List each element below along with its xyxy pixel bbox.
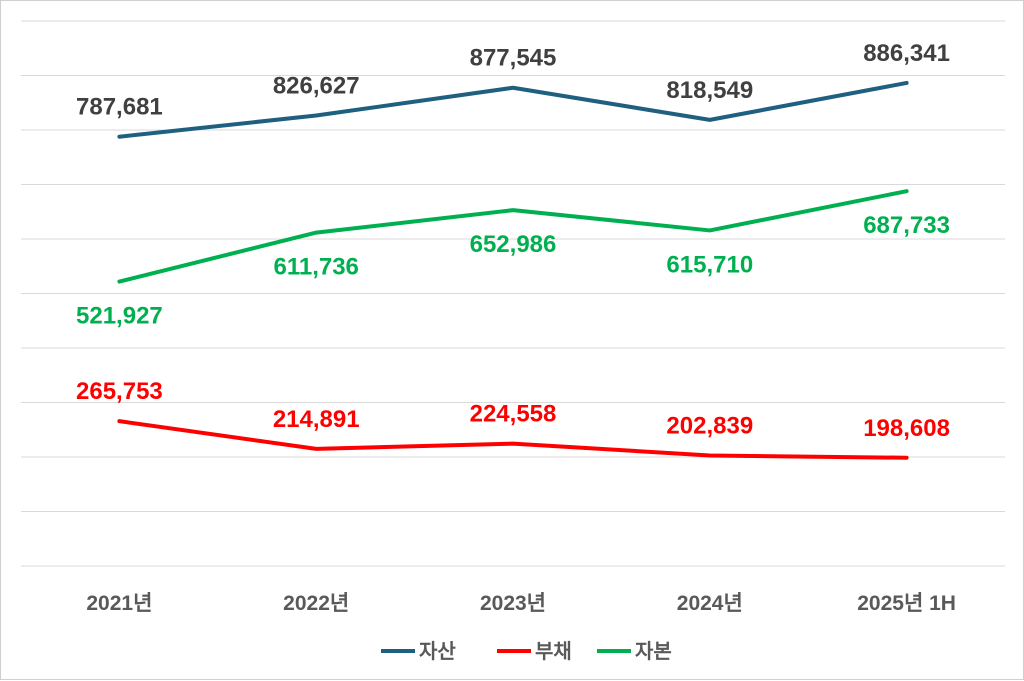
x-axis-ticks: 2021년 2022년 2023년 2024년 2025년 1H [86,592,956,615]
gridlines [21,20,1005,567]
series-line-1 [117,419,909,460]
series-lines [117,80,909,460]
x-tick-label: 2021년 [86,592,152,615]
data-label: 818,549 [666,77,753,104]
data-label: 687,733 [863,212,950,239]
data-label: 826,627 [273,72,360,99]
data-label: 652,986 [470,231,557,258]
data-label: 886,341 [863,40,950,67]
data-label: 265,753 [76,378,163,405]
legend: 자산 부채 자본 [381,640,672,663]
series-line-2 [117,189,909,284]
data-label: 615,710 [666,251,753,278]
x-tick-label: 2022년 [283,592,349,615]
data-label: 214,891 [273,406,360,433]
x-tick-label: 2024년 [677,592,743,615]
data-label: 877,545 [470,45,557,72]
data-label: 224,558 [470,401,557,428]
data-label: 521,927 [76,303,163,330]
series-line-0 [117,80,909,139]
data-label: 202,839 [666,412,753,439]
data-label: 787,681 [76,94,163,121]
x-tick-label: 2023년 [480,592,546,615]
legend-label: 부채 [535,640,572,663]
legend-label: 자산 [419,640,456,663]
legend-label: 자본 [635,640,672,663]
data-label: 198,608 [863,415,950,442]
data-labels: 787,681 826,627 877,545 818,549 886,341 265,7… [76,40,950,442]
x-tick-label: 2025년 1H [857,592,956,615]
data-label: 611,736 [273,254,358,281]
